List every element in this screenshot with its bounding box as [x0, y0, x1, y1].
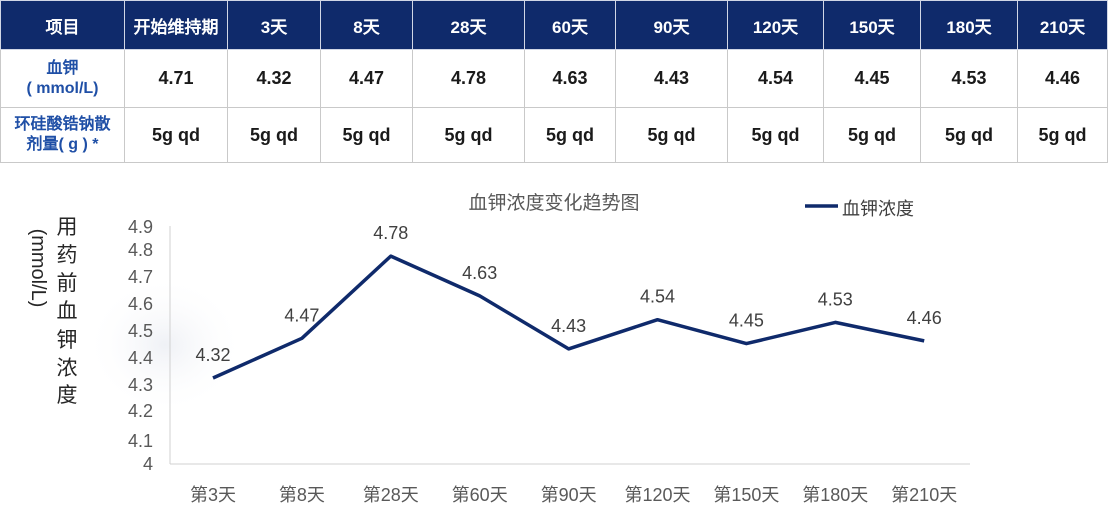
x-tick-label: 第60天 — [452, 485, 508, 505]
header-cell: 210天 — [1017, 0, 1108, 50]
table-cell: 5g qd — [920, 107, 1018, 163]
data-label: 4.78 — [373, 223, 408, 243]
data-label: 4.54 — [640, 287, 675, 307]
row-header-line: 剂量( g ) * — [26, 136, 99, 153]
x-ticks: 第3天 第8天 第28天 第60天 第90天 第120天 第150天 第180天 第210天 — [190, 485, 957, 505]
header-cell: 180天 — [920, 0, 1018, 50]
table-cell: 4.43 — [615, 49, 728, 108]
y-tick-label: 4.5 — [128, 321, 153, 341]
table-header-row: 项目 开始维持期 3天 8天 28天 60天 90天 120天 150天 180… — [0, 0, 1108, 50]
table-cell: 5g qd — [227, 107, 321, 163]
y-axis-label-char: 用 — [57, 216, 78, 239]
table-cell: 4.53 — [920, 49, 1018, 108]
table-cell: 4.54 — [727, 49, 824, 108]
data-label: 4.63 — [462, 263, 497, 283]
table-cell: 5g qd — [124, 107, 228, 163]
table-cell: 5g qd — [320, 107, 413, 163]
y-tick-label: 4 — [143, 454, 153, 474]
table-cell: 5g qd — [823, 107, 921, 163]
row-header: 环硅酸锆钠散 剂量( g ) * — [0, 107, 125, 163]
y-axis-label-char: 药 — [57, 244, 78, 267]
y-axis-label-char: 血 — [57, 300, 78, 323]
data-table: 项目 开始维持期 3天 8天 28天 60天 90天 120天 150天 180… — [0, 0, 1108, 163]
table-cell: 4.78 — [412, 49, 525, 108]
table-cell: 4.32 — [227, 49, 321, 108]
header-cell: 28天 — [412, 0, 525, 50]
data-label: 4.47 — [284, 305, 319, 325]
x-tick-label: 第180天 — [802, 485, 868, 505]
y-tick-label: 4.6 — [128, 294, 153, 314]
table-cell: 5g qd — [615, 107, 728, 163]
header-cell: 150天 — [823, 0, 921, 50]
x-tick-label: 第210天 — [891, 485, 957, 505]
table-cell: 5g qd — [1017, 107, 1108, 163]
table-cell: 4.63 — [524, 49, 616, 108]
table-cell: 4.47 — [320, 49, 413, 108]
x-tick-label: 第28天 — [363, 485, 419, 505]
data-label: 4.32 — [195, 345, 230, 365]
chart-title: 血钾浓度变化趋势图 — [468, 192, 639, 214]
x-tick-label: 第120天 — [624, 485, 690, 505]
header-cell: 项目 — [0, 0, 125, 50]
data-label: 4.45 — [729, 311, 764, 331]
y-ticks: 4 4.1 4.2 4.3 4.4 4.5 4.6 4.7 4.8 4.9 — [128, 217, 153, 474]
y-axis-label-char: 度 — [57, 384, 78, 407]
table-cell: 4.71 — [124, 49, 228, 108]
row-header-line: ( mmol/L) — [26, 79, 99, 97]
data-label: 4.43 — [551, 316, 586, 336]
header-cell: 8天 — [320, 0, 413, 50]
y-axis-label-char: 钾 — [57, 329, 78, 352]
y-tick-label: 4.9 — [128, 217, 153, 237]
y-tick-label: 4.1 — [128, 431, 153, 451]
x-tick-label: 第3天 — [190, 485, 236, 505]
x-tick-label: 第8天 — [279, 485, 325, 505]
y-axis-label-char: 前 — [57, 272, 78, 295]
header-cell: 开始维持期 — [124, 0, 228, 50]
table-row-dose: 环硅酸锆钠散 剂量( g ) * 5g qd 5g qd 5g qd 5g qd… — [0, 107, 1108, 163]
series-line — [212, 254, 925, 380]
legend-label: 血钾浓度 — [842, 199, 914, 219]
x-tick-label: 第150天 — [713, 485, 779, 505]
table-row-potassium: 血钾 ( mmol/L) 4.71 4.32 4.47 4.78 4.63 4.… — [0, 49, 1108, 108]
header-cell: 90天 — [615, 0, 728, 50]
y-tick-label: 4.8 — [128, 240, 153, 260]
row-header: 血钾 ( mmol/L) — [0, 49, 125, 108]
x-tick-label: 第90天 — [541, 485, 597, 505]
y-axis-unit: (mmol/L) — [27, 229, 49, 308]
background-decoration — [85, 275, 245, 415]
table-cell: 5g qd — [524, 107, 616, 163]
y-axis-label-char: 浓 — [57, 357, 78, 380]
data-label: 4.53 — [818, 289, 853, 309]
y-tick-label: 4.2 — [128, 401, 153, 421]
table-cell: 5g qd — [412, 107, 525, 163]
y-tick-label: 4.4 — [128, 348, 153, 368]
data-label: 4.46 — [907, 308, 942, 328]
header-cell: 120天 — [727, 0, 824, 50]
row-header-line: 血钾 — [46, 59, 79, 77]
row-header-line: 环硅酸锆钠散 — [14, 116, 111, 133]
table-cell: 4.46 — [1017, 49, 1108, 108]
table-cell: 5g qd — [727, 107, 824, 163]
header-cell: 3天 — [227, 0, 321, 50]
y-tick-label: 4.3 — [128, 375, 153, 395]
table-cell: 4.45 — [823, 49, 921, 108]
data-labels: 4.32 4.47 4.78 4.63 4.43 4.54 4.45 4.53 4.46 — [195, 223, 941, 365]
y-tick-label: 4.7 — [128, 267, 153, 287]
header-cell: 60天 — [524, 0, 616, 50]
